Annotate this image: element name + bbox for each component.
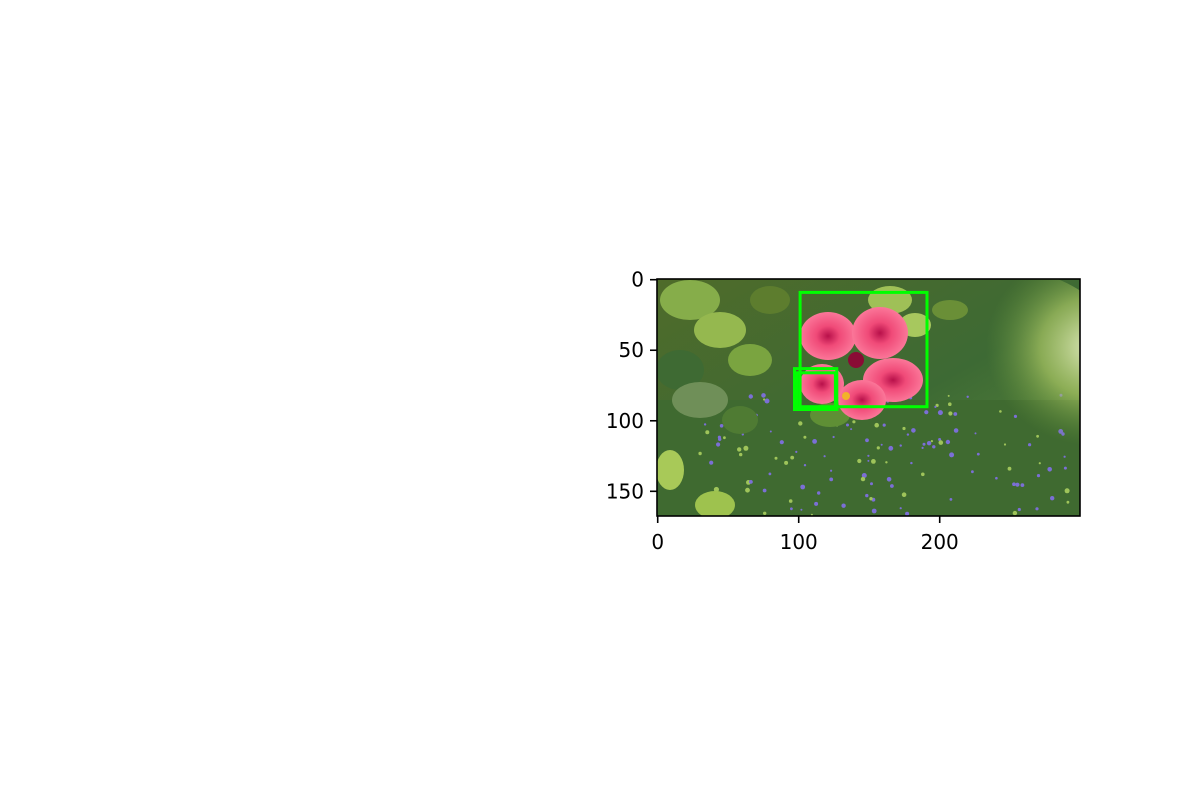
ground-flower-dot — [790, 455, 795, 460]
ground-flower-dot — [812, 439, 817, 444]
ground-flower-dot — [901, 492, 907, 498]
ground-flower-dot — [880, 443, 883, 446]
ground-flower-dot — [745, 487, 750, 493]
ground-flower-dot — [698, 451, 702, 456]
ground-flower-dot — [1064, 488, 1070, 494]
ground-flower-dot — [876, 446, 880, 450]
ground-flower-dot — [814, 501, 819, 506]
ground-flower-dot — [803, 464, 807, 467]
ground-flower-dot — [869, 497, 873, 501]
ground-flower-dot — [1050, 496, 1055, 501]
ground-flower-dot — [861, 473, 867, 478]
ground-flower-dot — [882, 423, 886, 427]
ground-flower-dot — [886, 477, 892, 482]
ground-flower-dot — [803, 435, 807, 439]
ground-flower-dot — [1035, 507, 1039, 511]
ground-flower-dot — [846, 423, 849, 427]
photo-image — [657, 279, 1080, 516]
ground-flower-dot — [910, 461, 913, 465]
ground-flower-dot — [899, 444, 902, 447]
ground-flower-dot — [841, 503, 846, 508]
ground-flower-dot — [871, 508, 877, 514]
x-axis: 0 100 200 — [651, 516, 959, 554]
ground-flower-dot — [1017, 507, 1021, 512]
ground-flower-dot — [798, 421, 803, 426]
ground-flower-dot — [717, 435, 722, 439]
ground-flower-dot — [788, 499, 793, 503]
ground-flower-dot — [830, 469, 833, 472]
ground-flower-dot — [817, 491, 821, 495]
ground-flower-dot — [800, 484, 806, 490]
ground-flower-dot — [890, 484, 894, 488]
bounding-box-1 — [798, 290, 929, 409]
ground-flower-dot — [774, 456, 778, 460]
ground-flower-dot — [713, 486, 720, 493]
ground-flower-dot — [716, 442, 721, 447]
leaves — [657, 280, 968, 516]
ground-flower-dot — [737, 447, 742, 452]
ground-flower-dot — [860, 476, 866, 482]
ground-flower-dot — [1012, 510, 1018, 516]
ground-flower-dot — [832, 435, 835, 439]
ground-flower-dot — [761, 393, 766, 398]
bounding-box-3 — [795, 371, 837, 410]
ground-flower-dot — [870, 482, 873, 486]
ground-flower-dot — [703, 423, 707, 426]
ground-flower-dot — [871, 459, 876, 464]
ground-flower-dot — [795, 450, 798, 453]
ground-flower-dot — [867, 459, 870, 462]
ground-flower-dot — [719, 424, 724, 428]
ground-flower-dot — [800, 508, 803, 511]
ground-flower-dot — [709, 460, 714, 465]
ground-flower-dot — [888, 445, 894, 451]
ground-flower-dot — [905, 511, 910, 516]
bounding-boxes — [793, 290, 929, 412]
ground-flower-dot — [899, 507, 902, 510]
ground-flower-dot — [769, 430, 772, 433]
x-tick-label: 0 — [651, 530, 664, 554]
ground-flower-dot — [743, 445, 749, 451]
ground-flower-dot — [1066, 500, 1070, 504]
ground-flower-dot — [748, 394, 753, 399]
ground-flower-dot — [865, 493, 869, 498]
y-tick-label: 100 — [606, 409, 644, 433]
ground-flower-dot — [790, 507, 793, 511]
axes-frame — [656, 278, 1081, 517]
ground-flower-dot — [823, 455, 826, 458]
y-tick-label: 50 — [619, 338, 644, 362]
x-tick-label: 200 — [921, 530, 959, 554]
ground-flower-dot — [850, 428, 853, 431]
ground-flower-dot — [762, 488, 767, 493]
ground-flower-dot — [784, 460, 789, 465]
ground-flower-dot — [867, 454, 870, 457]
ground-flower-dot — [921, 472, 925, 477]
ground-flower-dot — [739, 452, 743, 457]
ground-flower-dot — [857, 458, 862, 464]
ground-flower-dot — [874, 422, 879, 428]
ground-flower-dot — [885, 461, 888, 464]
ground-flower-dot — [749, 480, 753, 484]
ground-flower-dot — [949, 498, 953, 501]
ground-flower-dot — [763, 398, 766, 401]
ground-flower-dot — [705, 430, 710, 435]
ground-flower-dot — [829, 477, 834, 482]
y-tick-label: 0 — [631, 268, 644, 292]
y-axis: 0 50 100 150 — [606, 268, 657, 503]
ground-flower-dot — [852, 420, 856, 424]
ground-flower-dot — [723, 436, 726, 440]
ground-flower-dot — [763, 511, 767, 515]
y-tick-label: 150 — [606, 479, 644, 503]
x-tick-label: 100 — [780, 530, 818, 554]
ground-flower-dot — [764, 398, 770, 404]
ground-flower-dot — [779, 440, 784, 445]
ground-flower-dot — [768, 472, 772, 476]
ground-flower-dot — [865, 438, 869, 443]
